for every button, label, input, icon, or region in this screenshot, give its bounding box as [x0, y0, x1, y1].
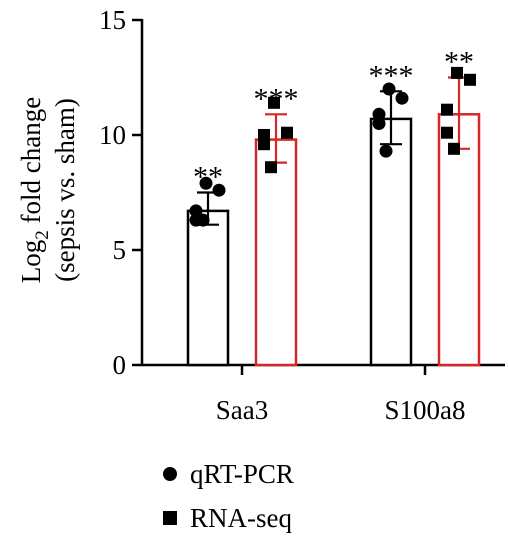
data-point — [265, 161, 277, 174]
y-axis-label-line2: (sepsis vs. sham) — [50, 98, 80, 282]
data-point — [258, 129, 270, 141]
legend: qRT-PCR RNA-seq — [163, 459, 294, 533]
data-point — [372, 117, 386, 130]
significance-label: *** — [369, 59, 414, 92]
data-point — [441, 126, 453, 139]
axes: 0 5 10 15 Saa3 S100a8 — [99, 5, 505, 425]
data-point — [441, 103, 453, 116]
y-tick-label: 5 — [113, 235, 127, 265]
data-point — [448, 142, 460, 155]
data-point — [372, 107, 386, 121]
significance-label: *** — [254, 82, 299, 115]
data-point — [451, 66, 463, 79]
bar — [186, 209, 230, 367]
legend-marker — [163, 467, 177, 481]
data-point — [196, 213, 210, 227]
bar — [254, 138, 298, 367]
data-point — [382, 82, 396, 96]
y-axis-label-line1: Log2 fold change — [16, 97, 53, 283]
data-point — [281, 126, 293, 139]
y-tick-label: 10 — [99, 120, 126, 150]
data-point — [268, 96, 280, 109]
data-point — [258, 138, 270, 151]
y-axis-label: Log2 fold change (sepsis vs. sham) — [16, 97, 80, 283]
data-point — [395, 91, 409, 105]
bar — [369, 117, 413, 367]
data-point — [189, 204, 203, 218]
legend-marker — [163, 511, 177, 525]
legend-label: RNA-seq — [190, 503, 292, 533]
data-point — [379, 144, 393, 158]
x-tick-label: S100a8 — [385, 395, 466, 425]
data-point — [212, 183, 226, 197]
significance-label: ** — [444, 46, 474, 79]
bars: ******** ** — [186, 46, 481, 367]
data-point — [199, 176, 213, 190]
y-tick-label: 15 — [99, 5, 126, 35]
significance-label: ** — [193, 161, 223, 194]
data-point — [464, 73, 476, 86]
x-tick-label: Saa3 — [216, 395, 268, 425]
legend-label: qRT-PCR — [190, 459, 294, 489]
y-tick-label: 0 — [113, 350, 127, 380]
